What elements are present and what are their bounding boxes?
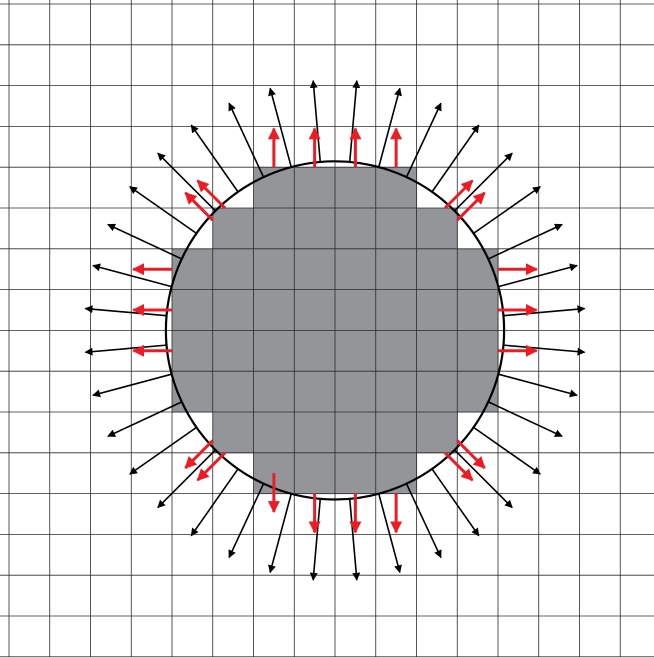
normal-arrow xyxy=(498,373,578,398)
filled-cell xyxy=(457,330,499,372)
staircase-arrow xyxy=(184,191,214,222)
filled-cell xyxy=(172,330,214,372)
staircase-arrow xyxy=(184,439,214,469)
filled-cell xyxy=(172,371,214,413)
normal-arrow xyxy=(190,468,239,537)
filled-cell xyxy=(294,208,336,250)
filled-cell xyxy=(416,371,458,413)
filled-cell xyxy=(335,452,377,495)
filled-cell xyxy=(212,289,255,331)
normal-arrow xyxy=(268,493,293,574)
normal-arrow xyxy=(157,449,216,509)
staircase-arrow xyxy=(456,191,486,222)
filled-cells-group xyxy=(172,167,499,495)
filled-cell xyxy=(335,330,377,372)
filled-cell xyxy=(335,167,377,209)
normal-arrow xyxy=(503,305,586,317)
filled-cell xyxy=(212,248,255,291)
filled-cell xyxy=(335,248,377,291)
normal-arrow xyxy=(348,498,361,581)
filled-cell xyxy=(253,248,295,291)
filled-cell xyxy=(172,289,214,331)
normal-arrow xyxy=(503,344,586,356)
filled-cell xyxy=(375,371,418,413)
staircase-arrow xyxy=(196,451,227,482)
filled-cell xyxy=(416,289,458,331)
normal-arrow xyxy=(487,223,563,260)
normal-arrow xyxy=(454,152,513,212)
normal-arrow xyxy=(431,468,480,537)
filled-cell xyxy=(375,330,418,372)
staircase-arrow xyxy=(196,179,227,210)
normal-arrow xyxy=(473,185,541,235)
filled-cell xyxy=(416,330,458,372)
filled-cell xyxy=(294,330,336,372)
normal-arrow xyxy=(129,185,197,235)
filled-cell xyxy=(294,371,336,413)
filled-cell xyxy=(335,412,377,454)
staircase-normal-arrows-group xyxy=(132,127,538,534)
staircase-arrow xyxy=(443,451,474,482)
normal-arrow xyxy=(190,124,239,193)
filled-cell xyxy=(253,208,295,250)
filled-cell xyxy=(416,412,458,454)
staircase-arrow xyxy=(456,439,486,469)
filled-cell xyxy=(253,289,295,331)
filled-cell xyxy=(375,208,418,250)
normal-arrow xyxy=(107,223,183,260)
normal-arrow xyxy=(377,493,402,574)
normal-arrow xyxy=(228,102,265,178)
normal-arrow xyxy=(473,426,541,475)
filled-cell xyxy=(375,412,418,454)
staircase-arrow xyxy=(443,179,474,210)
filled-cell xyxy=(294,167,336,209)
normal-arrow xyxy=(348,79,361,163)
filled-cell xyxy=(375,167,418,209)
filled-cell xyxy=(253,167,295,209)
normal-arrow xyxy=(84,305,167,317)
filled-cell xyxy=(335,208,377,250)
filled-cell xyxy=(253,330,295,372)
filled-cell xyxy=(172,248,214,291)
filled-cell xyxy=(253,412,295,454)
normal-arrow xyxy=(487,401,563,438)
filled-cell xyxy=(375,248,418,291)
filled-cell xyxy=(212,412,255,454)
normal-arrow xyxy=(268,87,293,168)
filled-cell xyxy=(416,208,458,250)
filled-cell xyxy=(294,412,336,454)
filled-cell xyxy=(457,289,499,331)
normal-arrow xyxy=(498,263,578,288)
filled-cell xyxy=(212,330,255,372)
filled-cell xyxy=(253,371,295,413)
filled-cell xyxy=(294,452,336,495)
filled-cell xyxy=(212,208,255,250)
normal-arrow xyxy=(92,373,172,398)
normal-arrow xyxy=(157,152,216,212)
filled-cell xyxy=(294,248,336,291)
normal-arrow xyxy=(405,102,442,178)
normal-arrow xyxy=(454,449,513,509)
normal-arrow xyxy=(431,124,480,193)
normal-arrow xyxy=(228,483,265,559)
normal-arrow xyxy=(84,344,167,356)
normal-arrow xyxy=(309,79,322,163)
normal-arrow xyxy=(405,483,442,559)
normal-arrow xyxy=(107,401,183,438)
normal-arrow xyxy=(309,498,322,581)
normal-arrow xyxy=(377,87,402,168)
filled-cell xyxy=(375,289,418,331)
filled-cell xyxy=(294,289,336,331)
filled-cell xyxy=(335,289,377,331)
normal-arrow xyxy=(129,426,197,475)
filled-cell xyxy=(416,248,458,291)
filled-cell xyxy=(212,371,255,413)
normal-arrow xyxy=(92,263,172,288)
filled-cell xyxy=(335,371,377,413)
circle-outline xyxy=(164,160,506,501)
circle-normal-arrows-group xyxy=(84,79,586,581)
